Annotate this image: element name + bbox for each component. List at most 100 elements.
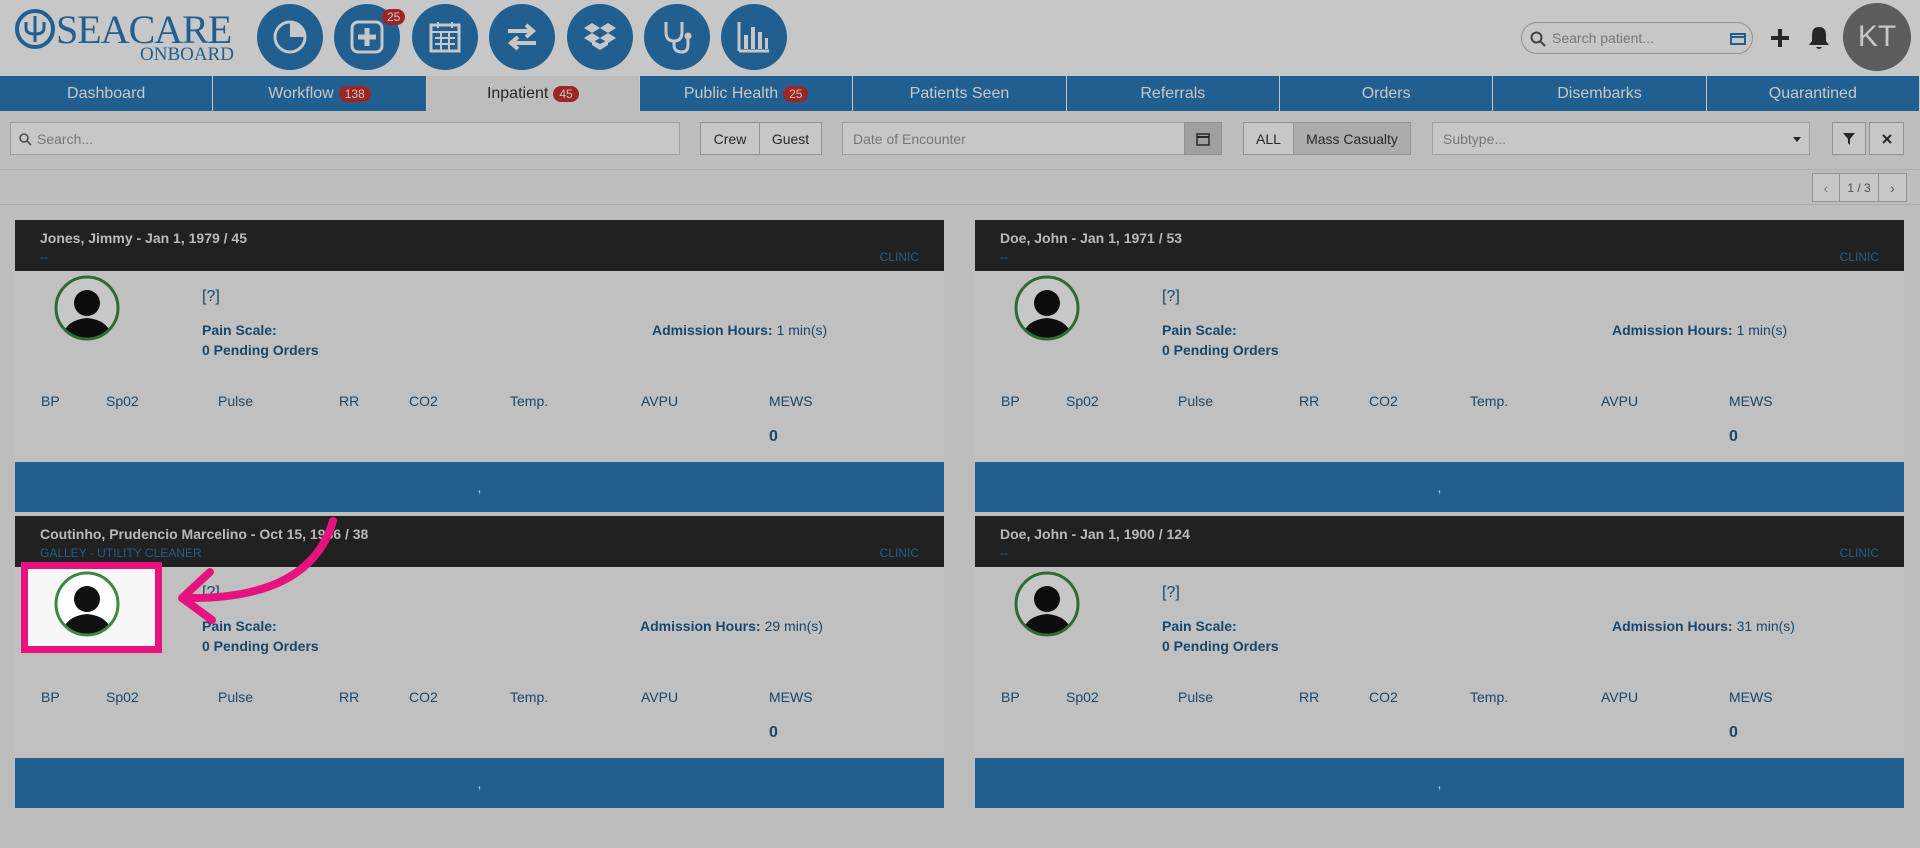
subtype-select[interactable]: Subtype... — [1432, 122, 1810, 155]
vital-label: Sp02 — [1066, 393, 1099, 409]
admission-hours: Admission Hours: 31 min(s) — [1612, 618, 1795, 634]
admission-label: Admission Hours: — [1612, 322, 1733, 338]
patient-card[interactable]: Jones, Jimmy - Jan 1, 1979 / 45 -- CLINIC [… — [15, 220, 944, 512]
calendar-icon[interactable] — [412, 4, 478, 70]
patient-subtitle: GALLEY - UTILITY CLEANER — [40, 546, 202, 560]
patient-search[interactable]: Search patient... — [1521, 22, 1753, 54]
card-header: Coutinho, Prudencio Marcelino - Oct 15, … — [15, 516, 944, 567]
all-button[interactable]: ALL — [1243, 122, 1294, 155]
vital-label: AVPU — [641, 393, 679, 409]
tab[interactable]: Referrals — [1066, 76, 1280, 111]
patient-name: Jones, Jimmy - Jan 1, 1979 / 45 — [40, 230, 248, 246]
vital-label: AVPU — [1601, 689, 1639, 705]
admission-value: 1 min(s) — [1736, 322, 1788, 338]
tab[interactable]: Disembarks — [1493, 76, 1707, 111]
patient-card[interactable]: Doe, John - Jan 1, 1900 / 124 -- CLINIC [?]… — [975, 516, 1904, 808]
vital-label: BP — [41, 689, 60, 705]
pending-orders: 0 Pending Orders — [202, 638, 319, 654]
card-footer[interactable]: , — [975, 758, 1904, 808]
admission-value: 29 min(s) — [764, 618, 823, 634]
user-avatar[interactable]: KT — [1843, 3, 1911, 71]
pain-scale-label: Pain Scale: — [1162, 618, 1237, 634]
patient-location: CLINIC — [879, 546, 919, 560]
tab[interactable]: Quarantined — [1706, 76, 1920, 111]
pending-orders: 0 Pending Orders — [1162, 638, 1279, 654]
prev-page[interactable]: ‹ — [1812, 173, 1840, 202]
patient-name: Doe, John - Jan 1, 1971 / 53 — [1000, 230, 1183, 246]
tab[interactable]: Inpatient 45 — [426, 76, 640, 111]
vital-label: MEWS — [1729, 689, 1773, 705]
subtype-placeholder: Subtype... — [1443, 130, 1507, 147]
help-link[interactable]: [?] — [202, 288, 220, 305]
tab-label: Patients Seen — [909, 84, 1010, 102]
tab[interactable]: Orders — [1280, 76, 1494, 111]
admission-hours: Admission Hours: 1 min(s) — [1612, 322, 1787, 338]
vital-label: Sp02 — [1066, 689, 1099, 705]
vital-label: RR — [1299, 393, 1320, 409]
help-link[interactable]: [?] — [1162, 288, 1180, 305]
pain-scale-label: Pain Scale: — [202, 618, 277, 634]
vital-label: Sp02 — [106, 689, 139, 705]
vital-label: RR — [1299, 689, 1320, 705]
pending-orders: 0 Pending Orders — [202, 342, 319, 358]
card-footer[interactable]: , — [15, 462, 944, 512]
crew-button[interactable]: Crew — [700, 122, 760, 155]
admission-hours: Admission Hours: 1 min(s) — [652, 322, 827, 338]
patient-avatar[interactable] — [1013, 570, 1081, 643]
notifications[interactable] — [1807, 25, 1831, 51]
card-footer[interactable]: , — [975, 462, 1904, 512]
calendar-button[interactable] — [1184, 122, 1222, 155]
dashboard-icon[interactable] — [257, 4, 323, 70]
patient-subtitle: -- — [1000, 250, 1008, 264]
tab-label: Public Health — [683, 84, 779, 102]
tab-label: Inpatient — [486, 84, 549, 102]
mews-value: 0 — [1729, 724, 1738, 741]
add-button[interactable] — [1769, 27, 1791, 49]
card-header: Doe, John - Jan 1, 1971 / 53 -- CLINIC — [975, 220, 1904, 271]
patient-card[interactable]: Coutinho, Prudencio Marcelino - Oct 15, … — [15, 516, 944, 808]
tab[interactable]: Public Health 25 — [640, 76, 854, 111]
search-placeholder: Search patient... — [1552, 30, 1654, 46]
mews-value: 0 — [1729, 428, 1738, 445]
search-input[interactable]: Search... — [10, 122, 680, 155]
vital-label: BP — [41, 393, 60, 409]
patient-avatar[interactable] — [53, 274, 121, 347]
vital-label: Sp02 — [106, 393, 139, 409]
patient-name: Coutinho, Prudencio Marcelino - Oct 15, … — [40, 526, 369, 542]
card-header: Jones, Jimmy - Jan 1, 1979 / 45 -- CLINIC — [15, 220, 944, 271]
tab-badge: 138 — [338, 85, 371, 102]
reports-icon[interactable] — [721, 4, 787, 70]
guest-button[interactable]: Guest — [759, 122, 822, 155]
help-link[interactable]: [?] — [1162, 584, 1180, 601]
admission-value: 1 min(s) — [776, 322, 828, 338]
tab-badge: 25 — [783, 85, 809, 102]
vital-label: AVPU — [1601, 393, 1639, 409]
vital-label: Pulse — [218, 689, 254, 705]
patient-location: CLINIC — [879, 250, 919, 264]
date-input[interactable]: Date of Encounter — [842, 122, 1185, 155]
vital-label: Pulse — [1178, 689, 1214, 705]
mews-value: 0 — [769, 428, 778, 445]
mass-casualty-button[interactable]: Mass Casualty — [1293, 122, 1411, 155]
tab[interactable]: Dashboard — [0, 76, 214, 111]
vital-label: BP — [1001, 393, 1020, 409]
patient-card[interactable]: Doe, John - Jan 1, 1971 / 53 -- CLINIC [?] P… — [975, 220, 1904, 512]
patient-avatar[interactable] — [1013, 274, 1081, 347]
tab-badge: 45 — [553, 85, 579, 102]
stethoscope-icon[interactable] — [644, 4, 710, 70]
clear-button[interactable] — [1869, 122, 1904, 155]
filter-button[interactable] — [1832, 122, 1866, 155]
dropbox-icon[interactable] — [567, 4, 633, 70]
admission-value: 31 min(s) — [1736, 618, 1795, 634]
tab[interactable]: Workflow 138 — [213, 76, 427, 111]
patient-avatar[interactable] — [53, 570, 121, 643]
vital-label: BP — [1001, 689, 1020, 705]
card-footer[interactable]: , — [15, 758, 944, 808]
pain-scale-label: Pain Scale: — [1162, 322, 1237, 338]
tab-label: Disembarks — [1557, 84, 1642, 102]
transfer-icon[interactable] — [489, 4, 555, 70]
tab-label: Referrals — [1140, 84, 1206, 102]
tab[interactable]: Patients Seen — [853, 76, 1067, 111]
next-page[interactable]: › — [1878, 173, 1907, 202]
